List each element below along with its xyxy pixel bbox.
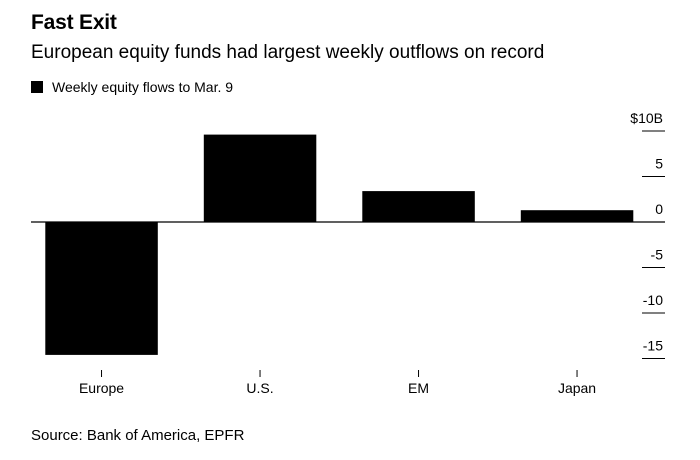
chart-legend: Weekly equity flows to Mar. 9 (31, 79, 233, 95)
source-note: Source: Bank of America, EPFR (31, 427, 245, 444)
legend-swatch (31, 81, 43, 93)
bar-us (203, 134, 317, 222)
y-tick-label: 5 (655, 156, 663, 172)
legend-label: Weekly equity flows to Mar. 9 (52, 79, 234, 95)
y-tick-label: $10B (630, 110, 663, 126)
y-tick-label: -5 (651, 247, 664, 263)
x-tick-label: Europe (79, 380, 124, 396)
bar-europe (45, 222, 158, 355)
chart-title: Fast Exit (31, 11, 117, 34)
bar-japan (520, 210, 634, 222)
y-tick-label: -15 (643, 338, 663, 354)
x-tick-label: EM (408, 380, 429, 396)
y-tick-label: -10 (643, 292, 663, 308)
x-tick-label: U.S. (246, 380, 273, 396)
y-tick-label: 0 (655, 201, 663, 217)
x-tick-label: Japan (558, 380, 596, 396)
bar-chart: Europe U.S. EM Japan $10B 5 0 -5 -10 -15 (31, 110, 665, 396)
bar-em (362, 191, 475, 222)
chart-subtitle: European equity funds had largest weekly… (31, 42, 545, 63)
